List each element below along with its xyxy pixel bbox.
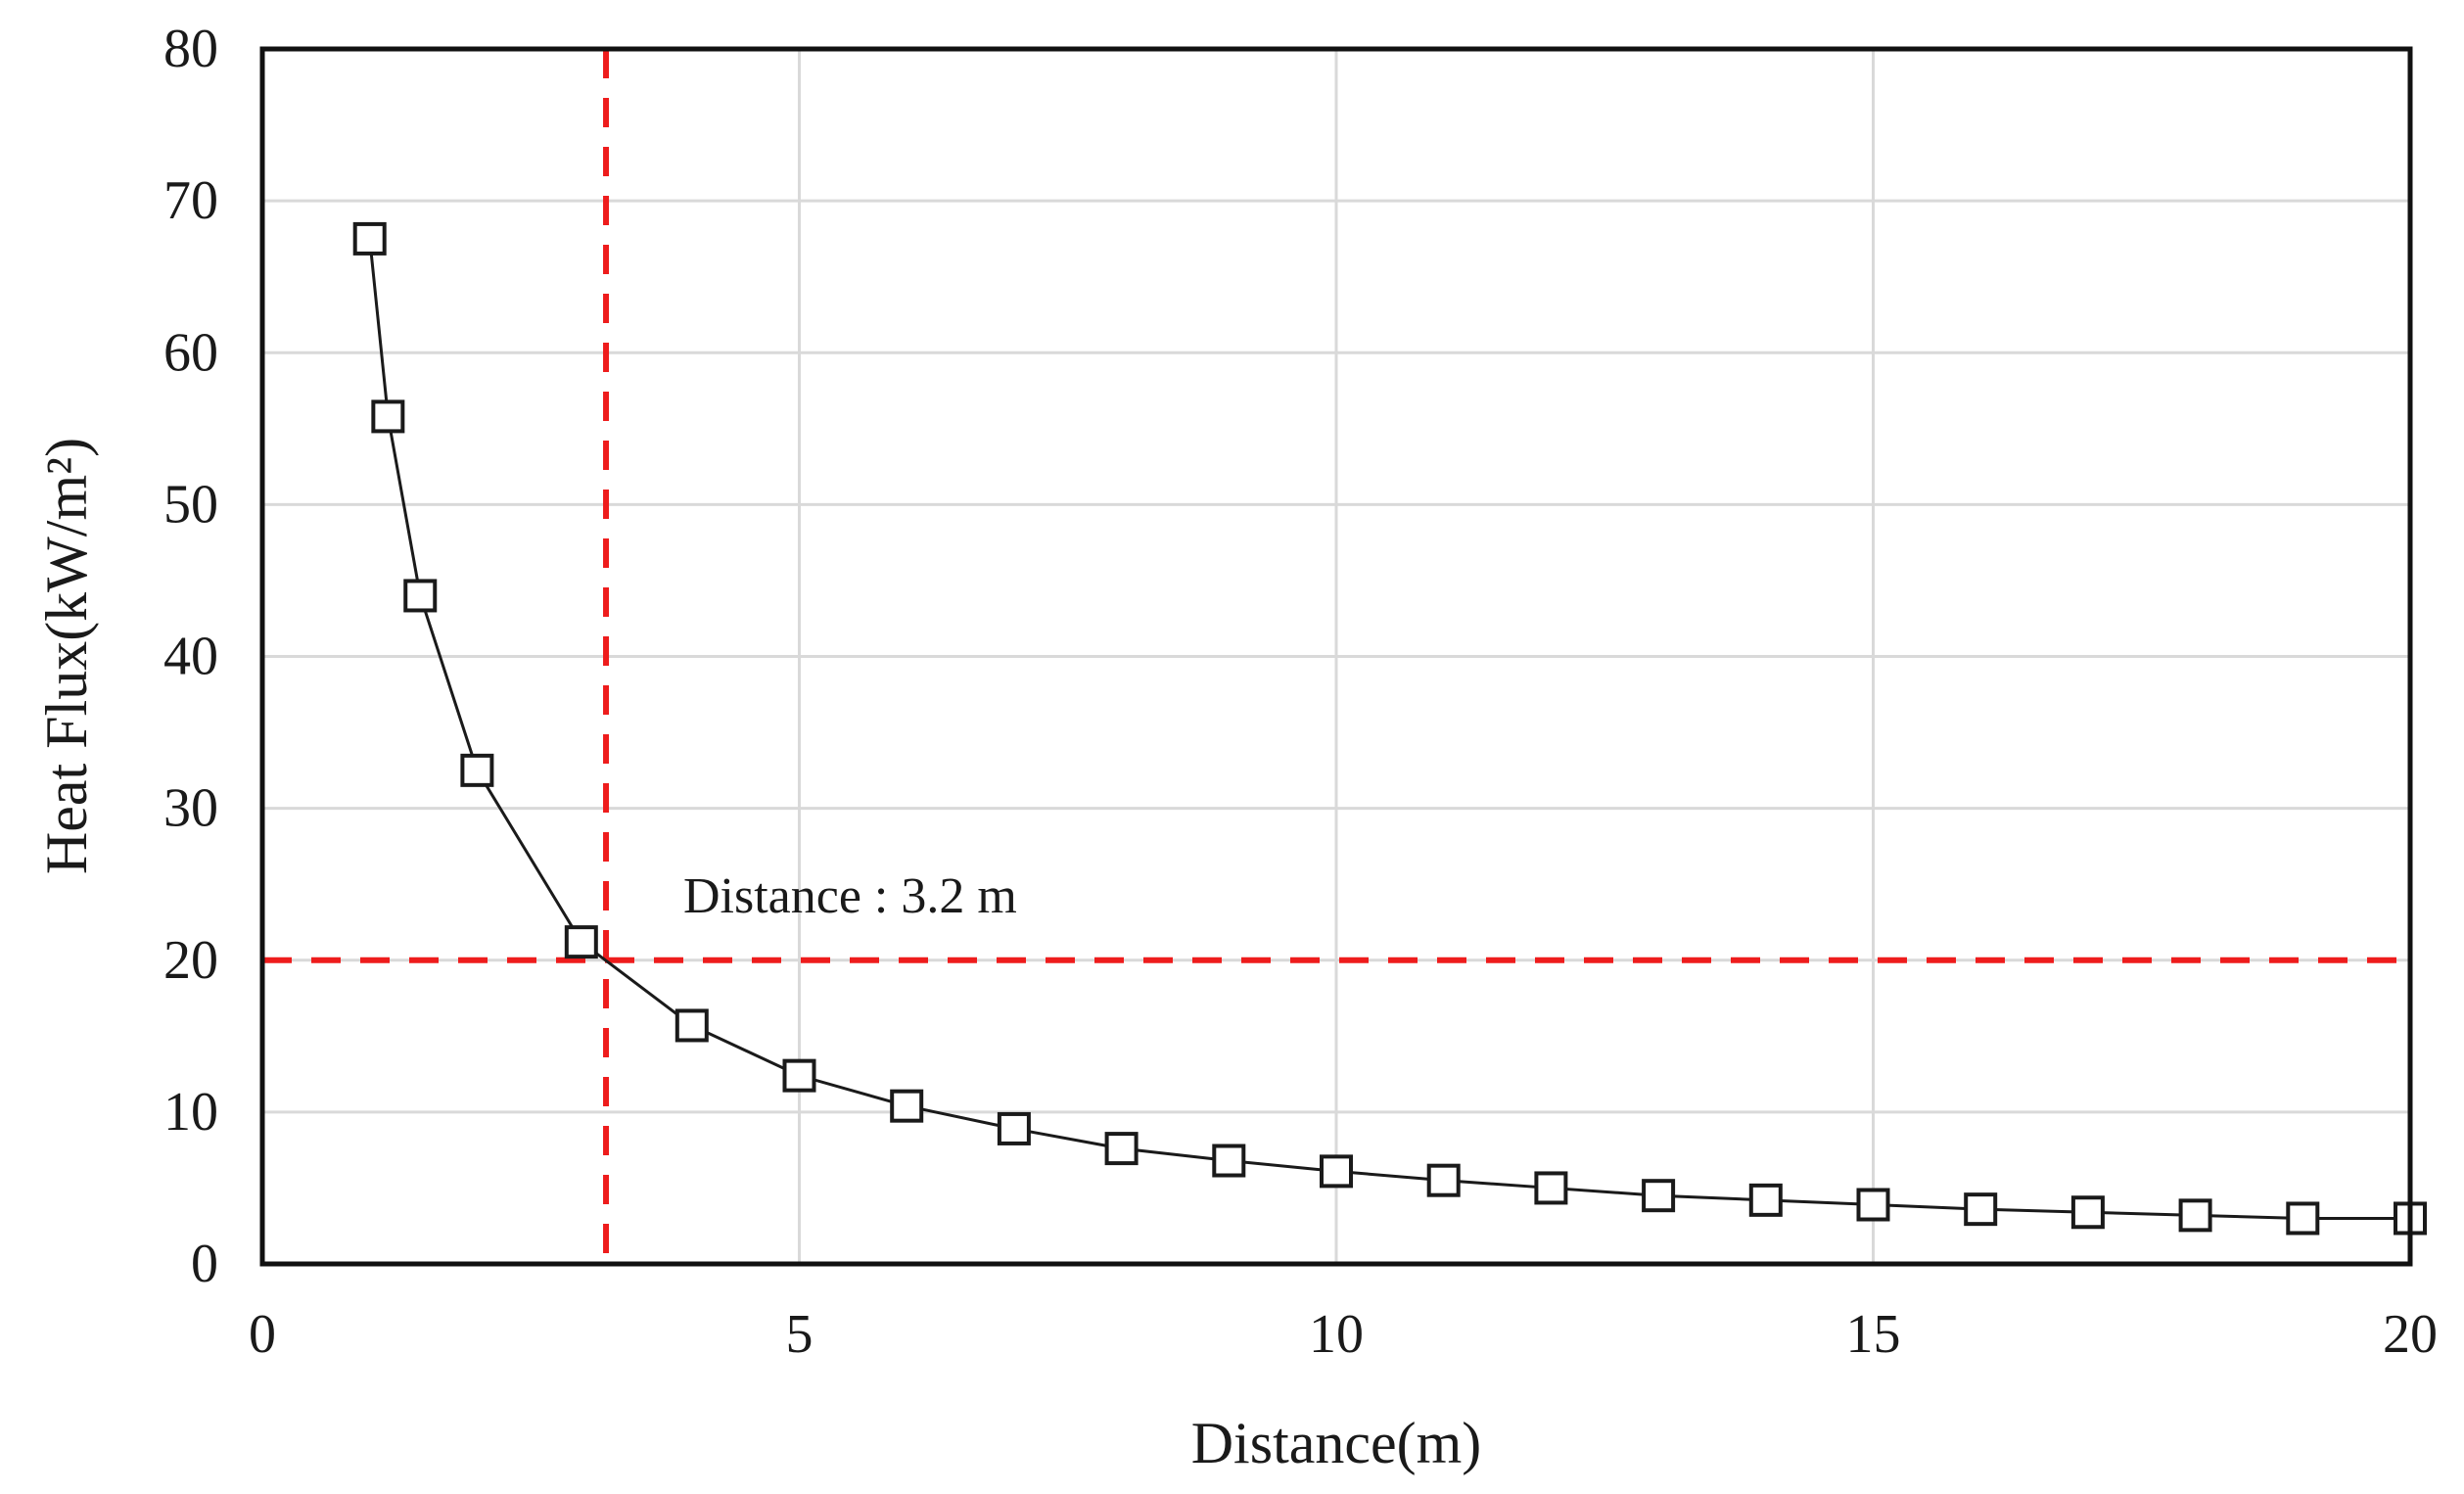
data-point-marker: [352, 221, 387, 256]
data-point-marker: [2178, 1198, 2212, 1233]
data-point-marker: [1104, 1132, 1139, 1166]
y-tick-label: 60: [163, 322, 218, 383]
x-tick-label: 10: [1309, 1304, 1364, 1365]
y-tick-label: 50: [163, 474, 218, 535]
y-tick-label: 40: [163, 627, 218, 687]
data-point-marker: [1212, 1144, 1246, 1178]
data-point-marker: [403, 579, 438, 613]
data-point-marker: [371, 399, 405, 434]
data-point-marker: [1320, 1154, 1353, 1189]
data-point-marker: [674, 1008, 709, 1043]
data-point-marker: [1534, 1171, 1568, 1205]
y-tick-label: 0: [191, 1234, 218, 1294]
plot-frame: [259, 46, 2413, 1267]
data-point-marker: [997, 1111, 1031, 1145]
x-axis-label: Distance(m): [1191, 1411, 1482, 1475]
series-layer: [352, 221, 2427, 1236]
y-tick-label: 30: [163, 778, 218, 839]
data-point-marker: [460, 753, 494, 787]
reference-lines: [262, 49, 2410, 1264]
annotation-distance: Distance : 3.2 m: [683, 868, 1017, 924]
data-point-marker: [1426, 1163, 1461, 1197]
x-tick-label: 15: [1846, 1304, 1901, 1365]
series-line: [368, 238, 2410, 1220]
y-tick-label: 10: [163, 1082, 218, 1143]
data-point-marker: [1856, 1188, 1890, 1222]
data-point-marker: [782, 1058, 816, 1093]
y-tick-label: 70: [163, 170, 218, 231]
data-point-marker: [564, 925, 598, 959]
data-point-marker: [890, 1089, 924, 1123]
grid: [260, 47, 2412, 1266]
y-tick-label: 80: [163, 19, 218, 79]
data-point-marker: [2286, 1201, 2320, 1236]
tick-labels: 0 5 10 15 20 0 10 20 30 40 50 60 70 80: [163, 19, 2438, 1365]
data-point-marker: [1642, 1179, 1676, 1213]
y-tick-label: 20: [163, 930, 218, 991]
x-tick-label: 0: [249, 1304, 276, 1365]
data-point-marker: [1748, 1183, 1783, 1217]
y-axis-label: Heat Flux(kW/m²): [34, 438, 99, 874]
x-tick-label: 20: [2383, 1304, 2438, 1365]
data-point-marker: [2070, 1195, 2105, 1230]
data-point-marker: [1964, 1192, 1998, 1227]
x-tick-label: 5: [786, 1304, 814, 1365]
